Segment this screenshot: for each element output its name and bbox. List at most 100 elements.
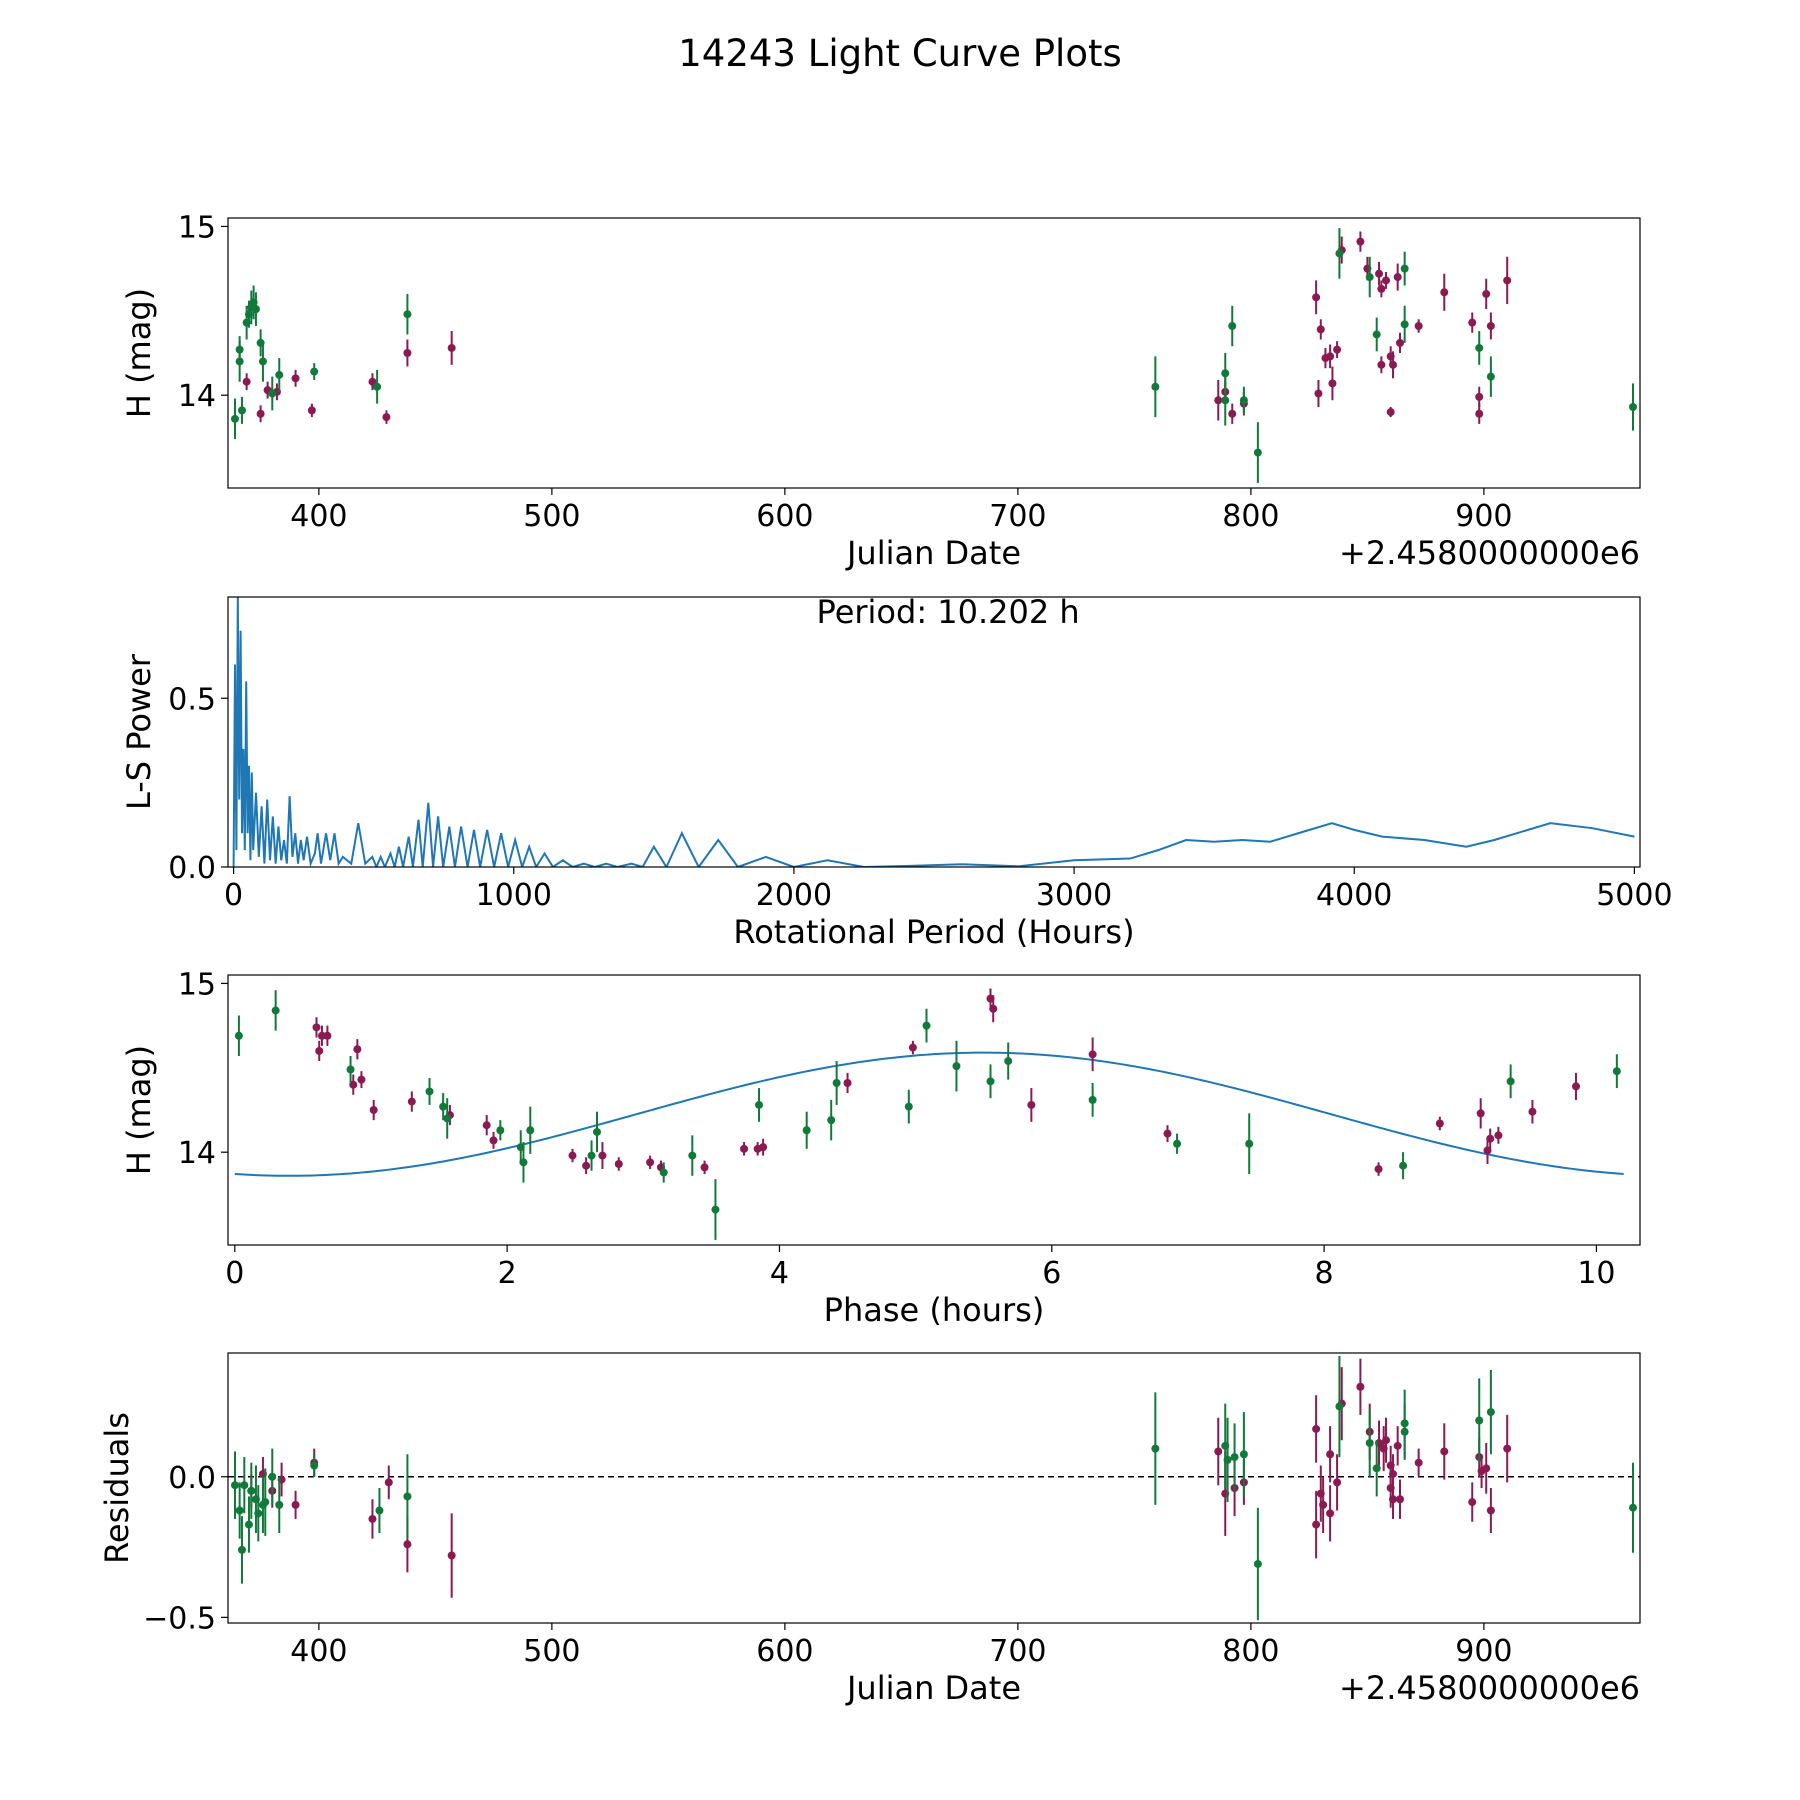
- data-point-r: [482, 1121, 491, 1130]
- data-point-r: [1389, 1469, 1398, 1478]
- data-point-g: [1475, 1416, 1484, 1425]
- data-point-g: [275, 1500, 284, 1509]
- x-tick-label: 6: [1042, 1256, 1061, 1291]
- data-point-g: [1400, 264, 1409, 273]
- phased-plot-area: [234, 988, 1624, 1240]
- data-point-r: [1377, 360, 1386, 369]
- data-point-r: [382, 413, 391, 422]
- data-point-g: [254, 1509, 263, 1518]
- data-point-g: [235, 357, 244, 366]
- data-point-g: [1372, 330, 1381, 339]
- data-point-r: [1326, 1450, 1335, 1459]
- y-tick-label: 14: [178, 379, 216, 414]
- residuals-y-axis-label: Residuals: [98, 1412, 136, 1564]
- lightcurve-plot-area: [230, 228, 1638, 483]
- phased-x-axis-label: Phase (hours): [824, 1291, 1045, 1329]
- data-point-g: [496, 1126, 505, 1135]
- data-point-g: [922, 1021, 931, 1030]
- x-tick-label: 600: [756, 1634, 813, 1669]
- data-point-g: [1365, 1439, 1374, 1447]
- data-point-r: [1382, 276, 1391, 285]
- data-point-r: [1356, 237, 1365, 246]
- data-point-g: [310, 1461, 319, 1470]
- data-point-g: [802, 1126, 811, 1135]
- data-point-r: [989, 1004, 998, 1013]
- data-point-g: [1221, 396, 1230, 405]
- data-point-r: [369, 1106, 378, 1114]
- data-point-r: [1375, 269, 1384, 278]
- x-tick-label: 8: [1315, 1256, 1334, 1291]
- x-tick-label: 0: [225, 1256, 244, 1291]
- data-point-g: [244, 1520, 253, 1529]
- y-tick-label: 15: [178, 967, 216, 1002]
- data-point-r: [1396, 1495, 1405, 1504]
- x-tick-label: 4: [770, 1256, 789, 1291]
- data-point-g: [1400, 1427, 1409, 1436]
- data-point-g: [1151, 1444, 1160, 1453]
- data-point-r: [1377, 284, 1386, 293]
- data-point-r: [242, 377, 251, 386]
- x-tick-label: 700: [989, 499, 1046, 534]
- data-point-r: [646, 1158, 655, 1167]
- data-point-g: [952, 1062, 961, 1071]
- data-point-r: [1475, 392, 1484, 401]
- data-point-g: [403, 1492, 412, 1501]
- data-point-g: [587, 1151, 596, 1160]
- y-tick-label: −0.5: [143, 1601, 216, 1636]
- y-tick-label: 15: [178, 210, 216, 245]
- data-point-r: [1414, 1458, 1423, 1467]
- data-point-g: [1372, 1464, 1381, 1473]
- data-point-g: [1239, 396, 1248, 405]
- data-point-r: [1468, 1498, 1477, 1507]
- data-point-r: [1440, 288, 1449, 297]
- period-annotation: Period: 10.202 h: [817, 593, 1080, 631]
- data-point-g: [268, 1472, 277, 1481]
- data-point-r: [447, 1551, 456, 1560]
- data-point-r: [1333, 1478, 1342, 1487]
- x-tick-label: 600: [756, 499, 813, 534]
- data-point-g: [310, 367, 319, 376]
- data-point-g: [755, 1100, 764, 1109]
- x-tick-label: 900: [1455, 499, 1512, 534]
- data-point-r: [357, 1075, 366, 1084]
- data-point-r: [1486, 1506, 1495, 1515]
- data-point-g: [373, 382, 382, 391]
- lightcurve-frame: [227, 217, 1641, 489]
- data-point-r: [1482, 1464, 1491, 1473]
- periodogram-panel: 0 1000 2000 3000 4000 5000 0.0 0.5 Rotational Pe…: [120, 593, 1673, 951]
- data-point-g: [1221, 369, 1230, 378]
- data-point-g: [235, 1506, 244, 1515]
- phased-panel: 0 2 4 6 8 10 14 15 Phase (hours) H (mag): [120, 967, 1641, 1329]
- data-point-g: [1228, 322, 1237, 330]
- data-point-g: [1335, 1402, 1344, 1411]
- data-point-g: [1335, 249, 1344, 258]
- data-point-r: [1214, 396, 1223, 405]
- data-point-r: [1389, 1495, 1398, 1504]
- data-point-r: [403, 1540, 412, 1549]
- x-tick-label: 900: [1455, 1634, 1512, 1669]
- x-tick-label: 2: [498, 1256, 517, 1291]
- data-point-r: [568, 1151, 577, 1160]
- data-point-r: [447, 343, 456, 352]
- x-tick-label: 400: [290, 1634, 347, 1669]
- data-point-r: [1468, 318, 1477, 327]
- data-point-g: [1230, 1453, 1239, 1462]
- data-point-g: [1475, 343, 1484, 352]
- data-point-r: [1374, 1165, 1383, 1174]
- data-point-g: [1399, 1161, 1408, 1170]
- data-point-r: [1326, 1509, 1335, 1518]
- data-point-g: [688, 1151, 697, 1160]
- data-point-r: [1163, 1129, 1172, 1138]
- data-point-g: [268, 389, 277, 398]
- data-point-g: [230, 1481, 239, 1490]
- x-tick-label: 0: [224, 878, 243, 913]
- power-line: [232, 597, 1635, 867]
- data-point-r: [1326, 352, 1335, 361]
- data-point-r: [1027, 1100, 1036, 1109]
- data-point-r: [323, 1031, 332, 1040]
- data-point-r: [759, 1143, 768, 1152]
- periodogram-plot-area: [232, 597, 1635, 867]
- lightcurve-panel: 400 500 600 700 800 900 14 15 Julian Date H (mag)…: [120, 210, 1641, 572]
- data-point-r: [582, 1161, 591, 1170]
- data-point-r: [700, 1163, 709, 1172]
